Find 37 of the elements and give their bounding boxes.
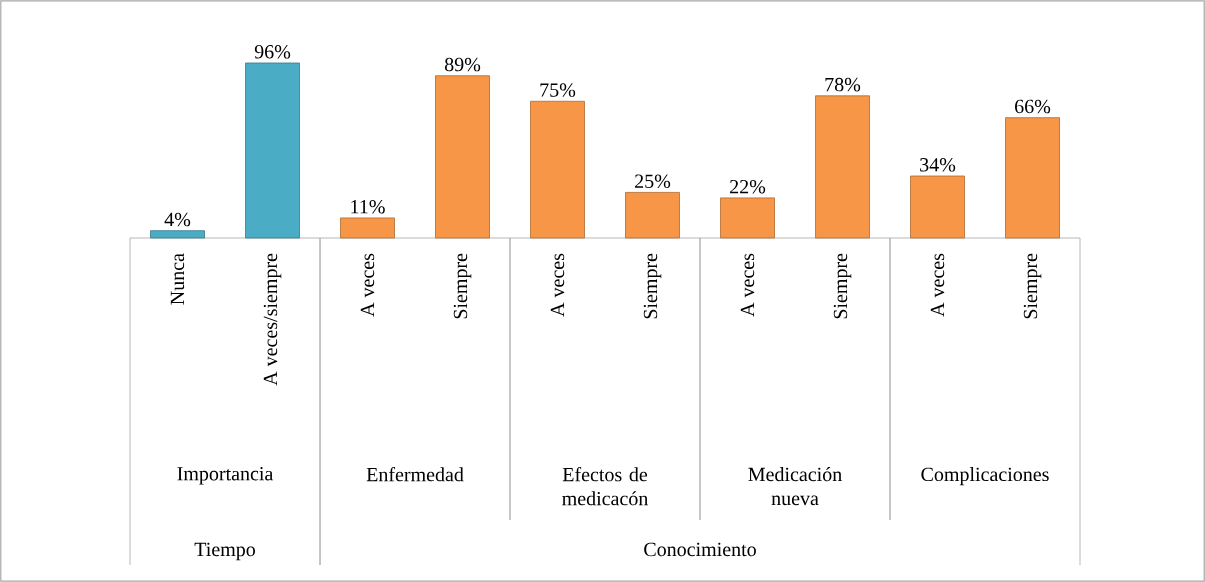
data-label: 11% bbox=[351, 199, 385, 214]
data-label: 34% bbox=[920, 158, 956, 172]
data-label: 96% bbox=[254, 45, 291, 59]
bar bbox=[150, 230, 205, 239]
text: Tiempo bbox=[194, 542, 256, 561]
data-label: 78% bbox=[825, 77, 861, 92]
data-label: 22% bbox=[730, 179, 766, 194]
data-label: 4% bbox=[164, 212, 191, 227]
text: Importancia bbox=[177, 467, 274, 485]
x-tick-label: Siempre bbox=[643, 253, 662, 319]
text: Enfermedad bbox=[366, 467, 464, 482]
text: Efectos de medicacón bbox=[562, 467, 649, 506]
bar bbox=[435, 75, 490, 239]
bar bbox=[1005, 117, 1060, 239]
data-label: 25% bbox=[635, 174, 671, 189]
x-tick-label: Nunca bbox=[170, 253, 185, 305]
x-tick-label: A veces bbox=[360, 253, 375, 317]
bar bbox=[245, 62, 300, 239]
text: Complicaciones bbox=[921, 467, 1049, 486]
data-label: 75% bbox=[540, 83, 576, 97]
bar bbox=[625, 192, 680, 239]
data-label: 66% bbox=[1015, 99, 1051, 114]
x-tick-label: Siempre bbox=[1023, 253, 1042, 319]
bar bbox=[340, 217, 395, 239]
x-tick-label: A veces/siempre bbox=[263, 253, 282, 386]
x-tick-label: Siempre bbox=[453, 253, 472, 319]
x-tick-label: A veces bbox=[740, 253, 755, 317]
x-tick-label: Siempre bbox=[833, 253, 852, 319]
x-tick-label: A veces bbox=[550, 253, 565, 317]
text: Conocimiento bbox=[644, 542, 756, 557]
bar bbox=[910, 175, 965, 239]
text: Medicación nueva bbox=[748, 467, 842, 506]
bar bbox=[815, 95, 870, 239]
bar bbox=[720, 197, 775, 239]
data-label: 89% bbox=[444, 57, 481, 72]
bar bbox=[530, 100, 585, 239]
x-tick-label: A veces bbox=[930, 253, 945, 317]
